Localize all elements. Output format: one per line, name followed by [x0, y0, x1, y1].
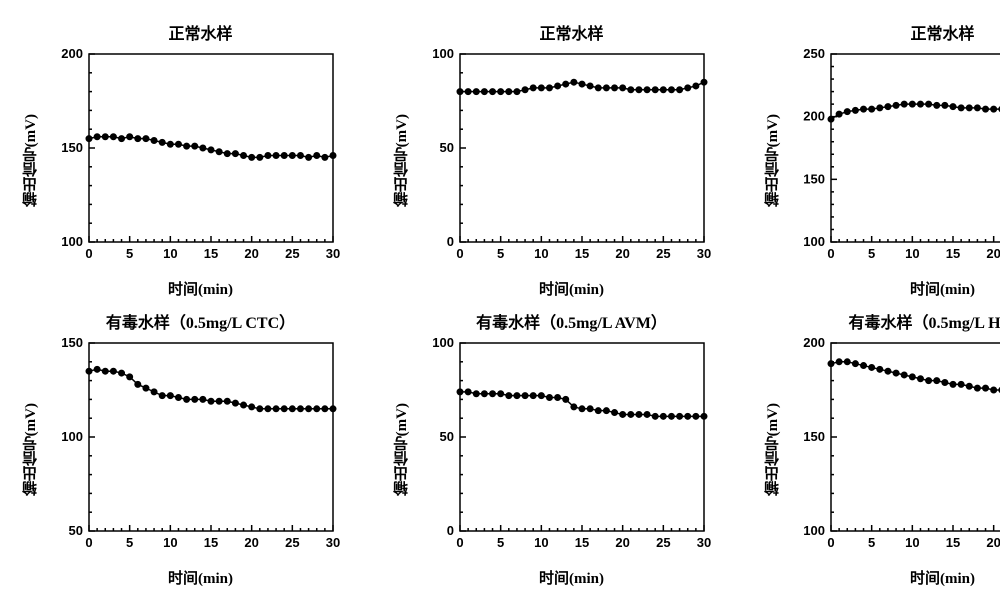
- chart-panel: 有毒水样（0.5mg/L Hg2+）输出信号(mV)05101520253010…: [762, 309, 1000, 588]
- svg-text:0: 0: [456, 246, 463, 261]
- chart-panel: 有毒水样（0.5mg/L AVM） 输出信号(mV) 0 5 10 15 20 25 30 0 50…: [391, 309, 752, 588]
- svg-text:15: 15: [575, 535, 589, 550]
- svg-text:200: 200: [803, 335, 825, 350]
- svg-text:150: 150: [803, 429, 825, 444]
- svg-text:20: 20: [986, 535, 1000, 550]
- chart-wrap: 输出信号(mV) 0 5 10 15 20 25 30 100 150 200: [20, 46, 381, 276]
- svg-text:250: 250: [803, 46, 825, 61]
- chart-wrap: 输出信号(mV)051015202530100150200: [762, 335, 1000, 565]
- svg-text:20: 20: [244, 535, 258, 550]
- y-axis-label: 输出信号(mV): [391, 403, 412, 496]
- y-axis-label: 输出信号(mV): [391, 114, 412, 207]
- x-axis-label: 时间(min): [168, 567, 233, 588]
- chart-svg: 0 5 10 15 20 25 30 50 100 150: [43, 335, 343, 565]
- svg-text:20: 20: [615, 535, 629, 550]
- chart-title: 正常水样: [910, 20, 974, 44]
- svg-text:5: 5: [868, 535, 875, 550]
- svg-text:0: 0: [456, 535, 463, 550]
- chart-panel: 正常水样输出信号(mV) 0 5 10 15 20 25 30 100 150 200 时间(min): [20, 20, 381, 299]
- svg-text:100: 100: [61, 234, 83, 249]
- svg-text:100: 100: [803, 234, 825, 249]
- y-axis-label: 输出信号(mV): [20, 114, 41, 207]
- chart-panel: 正常水样输出信号(mV)051015202530100150200250时间(m…: [762, 20, 1000, 299]
- svg-text:5: 5: [126, 246, 133, 261]
- svg-text:15: 15: [946, 246, 960, 261]
- svg-text:10: 10: [163, 246, 177, 261]
- chart-title: 有毒水样（0.5mg/L CTC）: [106, 309, 295, 333]
- svg-text:20: 20: [615, 246, 629, 261]
- chart-svg: 051015202530100150200250: [785, 46, 1000, 276]
- svg-text:100: 100: [803, 523, 825, 538]
- svg-text:50: 50: [440, 140, 454, 155]
- svg-text:15: 15: [575, 246, 589, 261]
- svg-text:10: 10: [534, 246, 548, 261]
- chart-wrap: 输出信号(mV) 0 5 10 15 20 25 30 0 50 100: [391, 335, 752, 565]
- chart-panel: 有毒水样（0.5mg/L CTC） 输出信号(mV) 0 5 10 15 20 25 30 50 1…: [20, 309, 381, 588]
- chart-title: 正常水样: [168, 20, 232, 44]
- svg-text:25: 25: [285, 535, 299, 550]
- chart-svg: 0 5 10 15 20 25 30 0 50 100: [414, 335, 714, 565]
- chart-wrap: 输出信号(mV) 0 5 10 15 20 25 30 0 50 100: [391, 46, 752, 276]
- svg-text:20: 20: [986, 246, 1000, 261]
- x-axis-label: 时间(min): [910, 278, 975, 299]
- svg-text:50: 50: [69, 523, 83, 538]
- svg-text:15: 15: [204, 246, 218, 261]
- svg-text:5: 5: [497, 246, 504, 261]
- svg-text:100: 100: [432, 335, 454, 350]
- x-axis-label: 时间(min): [910, 567, 975, 588]
- svg-text:30: 30: [326, 535, 340, 550]
- svg-text:150: 150: [61, 140, 83, 155]
- svg-text:0: 0: [447, 234, 454, 249]
- svg-text:50: 50: [440, 429, 454, 444]
- svg-text:25: 25: [285, 246, 299, 261]
- svg-text:30: 30: [697, 246, 711, 261]
- x-axis-label: 时间(min): [168, 278, 233, 299]
- svg-text:100: 100: [61, 429, 83, 444]
- y-axis-label: 输出信号(mV): [762, 403, 783, 496]
- x-axis-label: 时间(min): [539, 278, 604, 299]
- x-axis-label: 时间(min): [539, 567, 604, 588]
- svg-text:20: 20: [244, 246, 258, 261]
- svg-text:5: 5: [126, 535, 133, 550]
- svg-text:15: 15: [204, 535, 218, 550]
- svg-text:200: 200: [61, 46, 83, 61]
- svg-text:30: 30: [697, 535, 711, 550]
- svg-text:10: 10: [905, 246, 919, 261]
- svg-text:150: 150: [803, 171, 825, 186]
- svg-text:10: 10: [534, 535, 548, 550]
- chart-title: 正常水样: [539, 20, 603, 44]
- svg-text:0: 0: [827, 246, 834, 261]
- svg-text:5: 5: [868, 246, 875, 261]
- svg-text:0: 0: [85, 535, 92, 550]
- svg-text:10: 10: [905, 535, 919, 550]
- chart-svg: 0 5 10 15 20 25 30 100 150 200: [43, 46, 343, 276]
- chart-svg: 0 5 10 15 20 25 30 0 50 100: [414, 46, 714, 276]
- svg-text:10: 10: [163, 535, 177, 550]
- svg-text:30: 30: [326, 246, 340, 261]
- chart-title: 有毒水样（0.5mg/L Hg2+）: [849, 309, 1000, 333]
- svg-text:100: 100: [432, 46, 454, 61]
- svg-text:25: 25: [656, 246, 670, 261]
- svg-text:0: 0: [85, 246, 92, 261]
- svg-text:5: 5: [497, 535, 504, 550]
- svg-text:200: 200: [803, 109, 825, 124]
- chart-panel: 正常水样输出信号(mV) 0 5 10 15 20 25 30 0 50 100 时间(min): [391, 20, 752, 299]
- chart-wrap: 输出信号(mV)051015202530100150200250: [762, 46, 1000, 276]
- svg-text:0: 0: [447, 523, 454, 538]
- chart-title: 有毒水样（0.5mg/L AVM）: [476, 309, 667, 333]
- svg-text:0: 0: [827, 535, 834, 550]
- chart-svg: 051015202530100150200: [785, 335, 1000, 565]
- svg-text:15: 15: [946, 535, 960, 550]
- y-axis-label: 输出信号(mV): [762, 114, 783, 207]
- svg-text:150: 150: [61, 335, 83, 350]
- svg-text:25: 25: [656, 535, 670, 550]
- chart-wrap: 输出信号(mV) 0 5 10 15 20 25 30 50 100 150: [20, 335, 381, 565]
- y-axis-label: 输出信号(mV): [20, 403, 41, 496]
